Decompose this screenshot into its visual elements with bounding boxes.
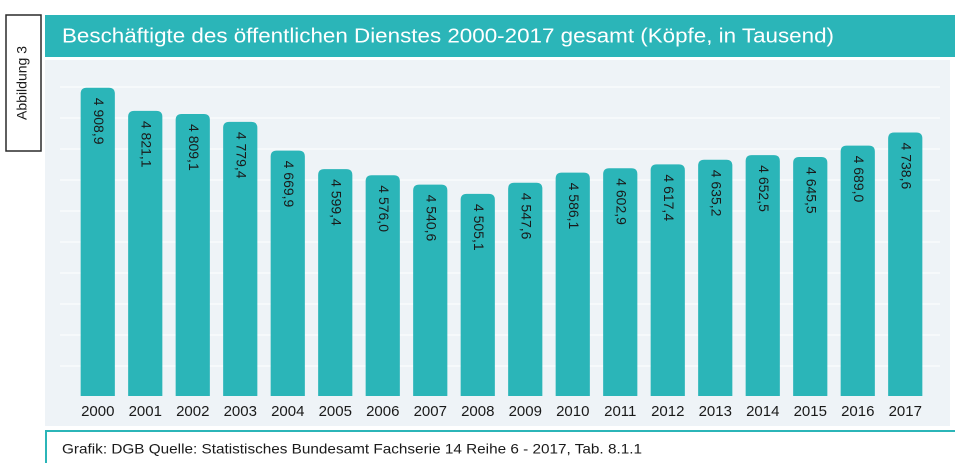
x-tick-label: 2005 — [319, 403, 352, 420]
x-tick-label: 2002 — [176, 403, 209, 420]
bar — [175, 114, 210, 396]
x-tick-label: 2001 — [129, 403, 162, 420]
value-label: 4 505,1 — [471, 204, 487, 251]
x-tick-label: 2012 — [651, 403, 684, 420]
x-tick-label: 2004 — [271, 403, 304, 420]
value-label: 4 652,5 — [756, 165, 772, 212]
bar — [698, 159, 733, 396]
figure-label: Abbildung 3 — [14, 46, 30, 120]
value-label: 4 908,9 — [91, 98, 107, 145]
x-tick-label: 2016 — [841, 403, 874, 420]
value-label: 4 821,1 — [139, 121, 155, 168]
value-label: 4 689,0 — [851, 156, 867, 203]
value-label: 4 669,9 — [281, 161, 297, 208]
bar — [555, 172, 590, 396]
bar — [80, 87, 115, 397]
value-label: 4 645,5 — [804, 167, 820, 214]
x-tick-label: 2006 — [366, 403, 399, 420]
value-label: 4 809,1 — [186, 124, 202, 171]
bar — [365, 175, 400, 396]
x-tick-label: 2013 — [699, 403, 732, 420]
value-label: 4 576,0 — [376, 185, 392, 232]
value-label: 4 599,4 — [329, 179, 345, 226]
bar — [650, 164, 685, 396]
x-tick-label: 2011 — [604, 403, 636, 420]
x-tick-label: 2014 — [746, 403, 779, 420]
bar — [128, 110, 163, 396]
x-tick-label: 2017 — [889, 403, 922, 420]
bar — [460, 193, 495, 396]
value-label: 4 547,6 — [519, 193, 535, 240]
chart-title: Beschäftigte des öffentlichen Dienstes 2… — [62, 25, 834, 47]
title-bar — [45, 15, 955, 57]
value-label: 4 738,6 — [899, 143, 915, 190]
x-tick-label: 2010 — [556, 403, 589, 420]
bar — [223, 121, 258, 396]
value-label: 4 540,6 — [424, 195, 440, 242]
bar — [413, 184, 448, 396]
bar — [508, 182, 543, 396]
bar — [745, 155, 780, 396]
bar — [888, 132, 923, 397]
bar — [270, 150, 305, 396]
bar — [840, 145, 875, 396]
value-label: 4 635,2 — [709, 170, 725, 217]
bar — [793, 157, 828, 396]
x-tick-label: 2009 — [509, 403, 542, 420]
x-tick-label: 2008 — [461, 403, 494, 420]
x-tick-label: 2007 — [414, 403, 447, 420]
value-label: 4 602,9 — [614, 178, 630, 225]
figure-label-box — [5, 14, 42, 152]
x-tick-label: 2003 — [224, 403, 257, 420]
value-label: 4 617,4 — [661, 174, 677, 221]
x-tick-label: 2015 — [794, 403, 827, 420]
x-tick-label: 2000 — [81, 403, 114, 420]
source-note: Grafik: DGB Quelle: Statistisches Bundes… — [62, 441, 642, 457]
bar — [603, 168, 638, 396]
bar — [318, 169, 353, 396]
value-label: 4 586,1 — [566, 183, 582, 230]
value-label: 4 779,4 — [234, 132, 250, 179]
